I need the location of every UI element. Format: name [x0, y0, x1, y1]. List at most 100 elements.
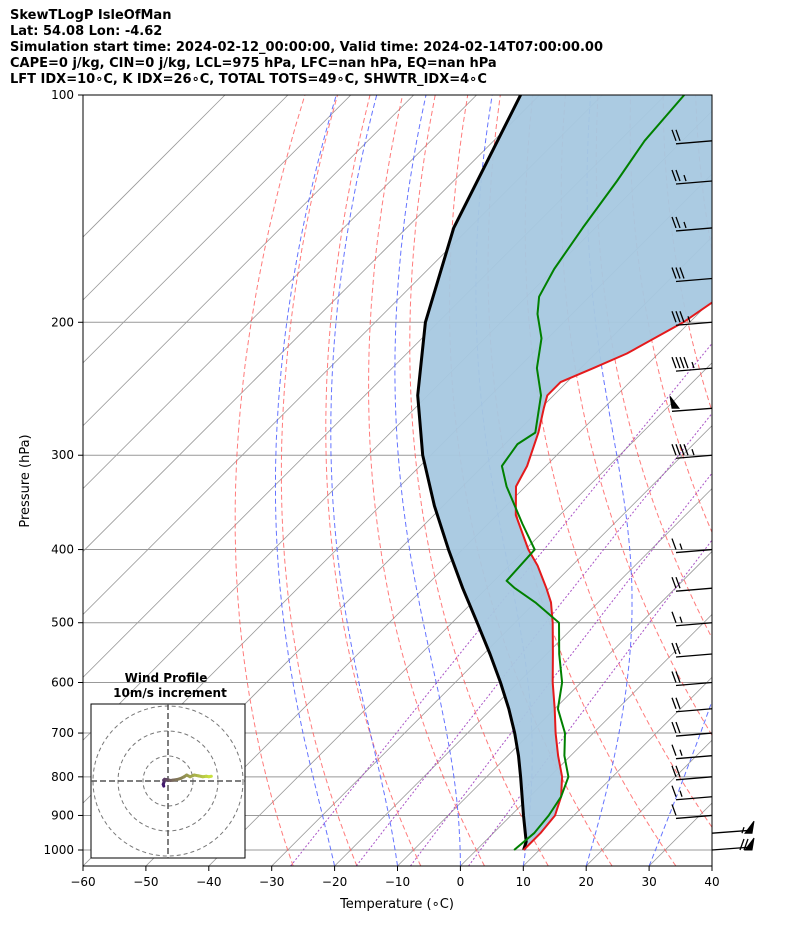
barb-flag: [671, 785, 677, 797]
barb-flag: [671, 642, 677, 655]
barb-flag: [671, 804, 677, 816]
barb-flag: [675, 267, 681, 279]
isotherm-line: [334, 488, 712, 866]
barb-pennant: [744, 837, 755, 851]
barb-flag: [675, 129, 681, 142]
barb-half-flag: [741, 826, 745, 834]
isotherm-line: [460, 613, 712, 866]
barb-staff: [671, 407, 713, 412]
x-tick-label: −30: [259, 875, 284, 889]
wind-barb: [711, 837, 755, 851]
wind-barb: [711, 820, 755, 834]
isotherm-line: [83, 95, 352, 364]
barb-staff: [675, 454, 713, 459]
axis-ticks: −60 −50 −40 −30 −20 −10 0 10 20 30 40 100 200 300 400 5…: [43, 88, 719, 889]
hodograph-segment: [207, 774, 213, 779]
wind-barb: [671, 169, 713, 185]
location-line: Lat: 54.08 Lon: -4.62: [10, 24, 163, 39]
barb-flag: [671, 216, 677, 229]
temperature-line: [514, 301, 712, 851]
isotherm-line: [145, 299, 712, 866]
barb-flag: [671, 576, 677, 589]
dry-adiabat-line: [325, 95, 422, 866]
wind-barb: [671, 744, 713, 760]
moist-adiabat-line: [330, 95, 398, 866]
y-tick-label: 600: [51, 676, 74, 690]
barb-flag: [675, 444, 681, 456]
barb-half-flag: [679, 616, 683, 623]
parcel-line: [416, 95, 528, 851]
y-tick-label: 200: [51, 315, 74, 329]
barb-flag: [683, 444, 689, 456]
x-tick-label: −50: [133, 875, 158, 889]
chart-header: SkewTLogP IsleOfMan Lat: 54.08 Lon: -4.6…: [10, 8, 603, 88]
barb-flag: [679, 356, 685, 369]
barb-flag: [743, 838, 749, 851]
barb-half-flag: [679, 543, 683, 550]
x-tick-label: 20: [579, 875, 594, 889]
x-tick-label: 30: [641, 875, 656, 889]
x-tick-label: −60: [70, 875, 95, 889]
barb-flag: [671, 744, 677, 756]
barb-staff: [675, 277, 713, 283]
barb-half-flag: [687, 316, 691, 323]
barb-flag: [675, 697, 681, 709]
y-tick-label: 1000: [43, 843, 74, 857]
barb-flag: [675, 765, 681, 778]
barb-staff: [675, 796, 713, 801]
moist-adiabat-line: [394, 95, 461, 866]
barb-staff: [711, 829, 753, 834]
y-tick-label: 900: [51, 808, 74, 822]
x-axis-label: Temperature (∘C): [339, 897, 454, 912]
wind-barb: [669, 395, 713, 412]
isotherm-line: [711, 865, 712, 866]
barb-staff: [675, 732, 713, 737]
isotherm-line: [83, 95, 414, 427]
barb-flag: [671, 765, 677, 778]
barb-flag: [675, 169, 681, 182]
wind-barb: [671, 671, 713, 687]
hodograph-title: Wind Profile: [125, 671, 208, 685]
barb-half-flag: [679, 749, 683, 756]
wind-barb: [671, 356, 713, 372]
wind-barb: [671, 311, 713, 326]
wind-barbs: [669, 129, 755, 851]
dry-adiabat-line: [280, 95, 358, 866]
dry-adiabat-line: [409, 95, 549, 866]
barb-staff: [675, 653, 713, 658]
wind-barb: [671, 721, 713, 737]
barb-flag: [671, 671, 677, 683]
moist-adiabat-line: [585, 95, 633, 866]
dry-adiabat-line: [728, 95, 794, 866]
barb-staff: [675, 814, 713, 820]
y-tick-label: 800: [51, 770, 74, 784]
isotherm-line: [208, 362, 712, 866]
isotherm-line: [83, 95, 226, 238]
hodograph-subtitle: 10m/s increment: [113, 686, 227, 700]
x-tick-label: 0: [457, 875, 465, 889]
barb-flag: [671, 538, 677, 550]
barb-flag: [679, 311, 685, 323]
dry-adiabat-line: [662, 95, 712, 413]
wind-barb: [671, 538, 713, 554]
background-lines: [83, 95, 794, 866]
mixing-ratio-line: [290, 342, 712, 866]
wind-barb: [671, 765, 713, 781]
barb-half-flag: [679, 790, 683, 797]
barb-flag: [671, 611, 677, 623]
barb-flag: [675, 721, 681, 734]
wind-barb: [671, 804, 713, 820]
barb-staff: [675, 227, 713, 232]
isotherm-line: [271, 425, 712, 866]
barb-flag: [671, 129, 677, 142]
barb-flag: [679, 267, 685, 279]
barb-staff: [675, 587, 713, 592]
barb-flag: [675, 216, 681, 229]
barb-flag: [675, 642, 681, 655]
indices-line: LFT IDX=10∘C, K IDX=26∘C, TOTAL TOTS=49∘…: [10, 72, 487, 87]
dry-adiabat-line: [368, 95, 485, 866]
barb-staff: [675, 622, 713, 627]
barb-half-flag: [691, 361, 695, 369]
barb-staff: [675, 681, 713, 687]
barb-half-flag: [683, 221, 687, 229]
